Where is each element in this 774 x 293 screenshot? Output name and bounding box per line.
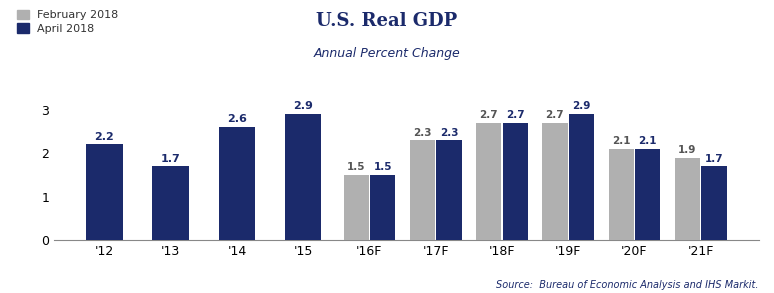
Text: 2.3: 2.3 bbox=[440, 127, 458, 137]
Text: Source:  Bureau of Economic Analysis and IHS Markit.: Source: Bureau of Economic Analysis and … bbox=[496, 280, 759, 290]
Bar bbox=[409, 140, 435, 240]
Text: 2.9: 2.9 bbox=[293, 101, 313, 111]
Text: 2.7: 2.7 bbox=[506, 110, 525, 120]
Bar bbox=[285, 114, 321, 240]
Text: U.S. Real GDP: U.S. Real GDP bbox=[317, 12, 457, 30]
Bar bbox=[608, 149, 634, 240]
Bar bbox=[701, 166, 727, 240]
Text: 1.7: 1.7 bbox=[704, 154, 723, 164]
Bar bbox=[675, 158, 700, 240]
Bar bbox=[437, 140, 461, 240]
Bar bbox=[370, 175, 396, 240]
Bar bbox=[635, 149, 660, 240]
Bar bbox=[86, 144, 122, 240]
Text: 2.9: 2.9 bbox=[572, 101, 591, 111]
Text: 2.7: 2.7 bbox=[546, 110, 564, 120]
Bar bbox=[344, 175, 368, 240]
Text: 2.7: 2.7 bbox=[479, 110, 498, 120]
Legend: February 2018, April 2018: February 2018, April 2018 bbox=[18, 10, 118, 34]
Text: 2.2: 2.2 bbox=[94, 132, 115, 142]
Text: 1.7: 1.7 bbox=[161, 154, 180, 164]
Text: 2.1: 2.1 bbox=[639, 136, 657, 146]
Text: 1.5: 1.5 bbox=[347, 162, 365, 172]
Text: 1.9: 1.9 bbox=[678, 145, 697, 155]
Text: 2.6: 2.6 bbox=[227, 115, 247, 125]
Text: 2.3: 2.3 bbox=[413, 127, 432, 137]
Text: 2.1: 2.1 bbox=[612, 136, 630, 146]
Text: 1.5: 1.5 bbox=[373, 162, 392, 172]
Bar bbox=[569, 114, 594, 240]
Bar bbox=[543, 123, 567, 240]
Bar bbox=[476, 123, 502, 240]
Bar bbox=[152, 166, 189, 240]
Bar bbox=[219, 127, 255, 240]
Bar bbox=[502, 123, 528, 240]
Text: Annual Percent Change: Annual Percent Change bbox=[313, 47, 461, 60]
